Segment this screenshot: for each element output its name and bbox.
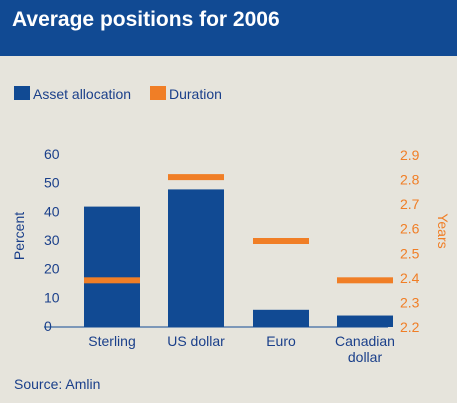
right-tick-label: 2.4: [400, 270, 420, 286]
category-label: Euro: [266, 333, 296, 349]
right-tick-label: 2.2: [400, 319, 420, 335]
right-tick-label: 2.6: [400, 221, 420, 237]
source-note: Source: Amlin: [14, 376, 100, 392]
right-axis-title: Years: [435, 213, 451, 248]
bar-series: [84, 189, 393, 327]
right-tick-label: 2.8: [400, 172, 420, 188]
left-tick-label: 40: [44, 203, 60, 219]
bar-canadian-dollar: [337, 315, 393, 327]
duration-marker-sterling: [84, 277, 140, 284]
right-axis-ticks: 2.2 2.3 2.4 2.5 2.6 2.7 2.8 2.9: [400, 147, 420, 335]
category-label: Canadian: [335, 333, 395, 349]
category-label: US dollar: [167, 333, 225, 349]
right-tick-label: 2.7: [400, 196, 420, 212]
title-banner: Average positions for 2006: [0, 0, 457, 56]
left-tick-label: 0: [44, 318, 52, 334]
category-label: Sterling: [88, 333, 135, 349]
bar-sterling: [84, 206, 140, 327]
bar-us-dollar: [168, 189, 224, 327]
right-tick-label: 2.3: [400, 294, 420, 310]
left-tick-label: 10: [44, 289, 60, 305]
chart-title: Average positions for 2006: [12, 8, 280, 31]
left-tick-label: 20: [44, 261, 60, 277]
left-axis-ticks: 0 10 20 30 40 50 60: [44, 146, 60, 334]
chart-area: Asset allocation Duration 0102030405060 …: [11, 86, 451, 392]
left-axis-title: Percent: [11, 212, 27, 260]
legend-swatch-duration: [150, 86, 166, 100]
duration-marker-euro: [253, 238, 309, 244]
left-tick-label: 30: [44, 232, 60, 248]
legend-label-asset-allocation: Asset allocation: [33, 86, 131, 102]
right-tick-label: 2.9: [400, 147, 420, 163]
duration-marker-us-dollar: [168, 174, 224, 181]
category-label: dollar: [348, 349, 383, 365]
legend: Asset allocation Duration: [14, 86, 222, 102]
left-tick-label: 60: [44, 146, 60, 162]
legend-swatch-asset-allocation: [14, 86, 30, 100]
right-tick-label: 2.5: [400, 245, 420, 261]
duration-markers: [84, 174, 393, 284]
bar-euro: [253, 309, 309, 327]
duration-marker-canadian-dollar: [337, 277, 393, 284]
legend-label-duration: Duration: [169, 86, 222, 102]
left-tick-label: 50: [44, 175, 60, 191]
